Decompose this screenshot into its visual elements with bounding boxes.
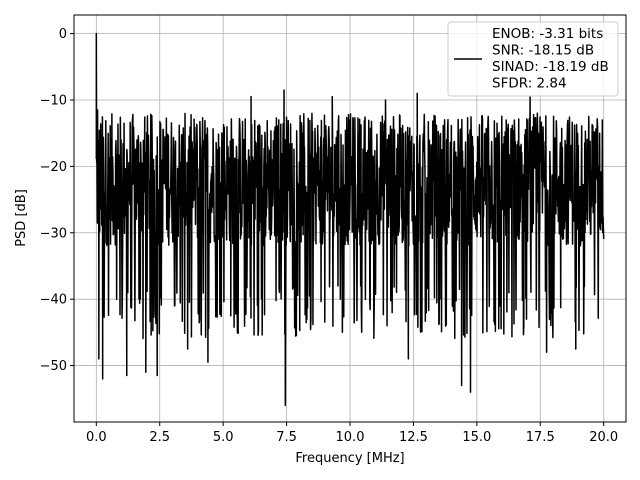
- x-tick-label-8: 20.0: [589, 430, 618, 445]
- y-tick-label-3: −30: [40, 226, 67, 241]
- x-tick-label-3: 7.5: [276, 430, 297, 445]
- legend-line-0: ENOB: -3.31 bits: [492, 26, 603, 42]
- x-tick-label-2: 5.0: [213, 430, 234, 445]
- y-axis-ticks: 0 −10 −20 −30 −40 −50: [40, 27, 74, 374]
- legend-line-3: SFDR: 2.84: [492, 76, 567, 92]
- legend: ENOB: -3.31 bits SNR: -18.15 dB SINAD: -18…: [447, 21, 619, 97]
- y-tick-label-5: −50: [40, 359, 67, 374]
- legend-line-1: SNR: -18.15 dB: [492, 43, 594, 59]
- x-axis-ticks: 0.0 2.5 5.0 7.5 10.0 12.5 15.0 17.5 20.0: [86, 422, 618, 445]
- legend-box: [447, 21, 619, 97]
- psd-series-line: [95, 32, 605, 407]
- plot-area: [95, 32, 605, 407]
- legend-entry: ENOB: -3.31 bits SNR: -18.15 dB SINAD: -18…: [492, 26, 609, 92]
- x-tick-label-5: 12.5: [399, 430, 428, 445]
- x-tick-label-7: 17.5: [526, 430, 555, 445]
- x-tick-label-6: 15.0: [462, 430, 491, 445]
- legend-line-2: SINAD: -18.19 dB: [492, 59, 609, 75]
- x-tick-label-4: 10.0: [336, 430, 365, 445]
- x-tick-label-1: 2.5: [149, 430, 170, 445]
- x-tick-label-0: 0.0: [86, 430, 107, 445]
- y-tick-label-1: −10: [40, 93, 67, 108]
- y-tick-label-2: −20: [40, 160, 67, 175]
- y-tick-label-0: 0: [59, 27, 67, 42]
- x-axis-label: Frequency [MHz]: [295, 451, 404, 466]
- y-tick-label-4: −40: [40, 293, 67, 308]
- y-axis-label: PSD [dB]: [14, 189, 29, 247]
